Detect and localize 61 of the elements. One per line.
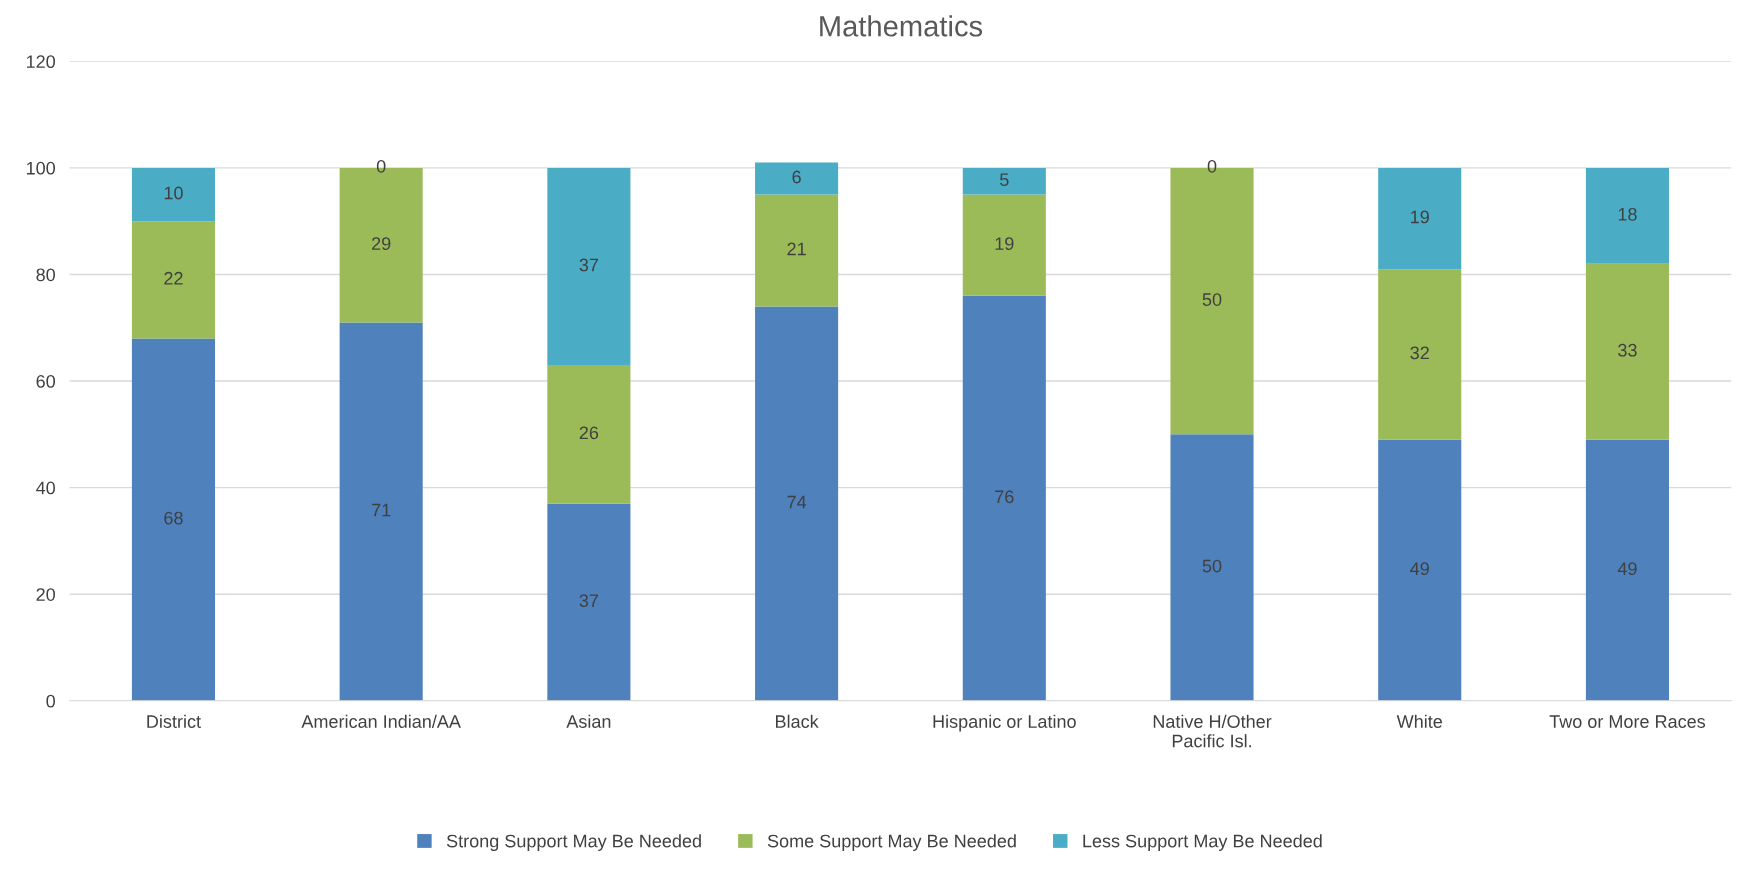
y-tick-label: 20: [36, 588, 56, 601]
bar: [1170, 434, 1254, 701]
y-tick-label: 40: [36, 481, 56, 495]
data-label: 49: [1410, 562, 1429, 576]
chart-title: Mathematics: [820, 15, 983, 37]
y-tick-label: 80: [36, 268, 56, 282]
data-label: 5: [1000, 173, 1009, 187]
data-label: 50: [1202, 559, 1222, 573]
bar: [547, 503, 631, 701]
y-tick-label: 0: [46, 694, 56, 708]
x-tick-label: Two or More Races: [1549, 715, 1706, 728]
bar: [962, 295, 1046, 701]
y-tick-label: 60: [36, 374, 56, 388]
x-tick-label: White: [1396, 714, 1443, 728]
bar: [547, 365, 631, 504]
data-label: 76: [995, 490, 1014, 504]
bar: [1585, 263, 1669, 440]
data-label: 37: [579, 258, 599, 272]
bar: [755, 306, 839, 701]
bar: [131, 338, 215, 701]
data-label: 33: [1618, 343, 1637, 357]
x-tick-label: Black: [776, 714, 819, 728]
bar: [1585, 167, 1669, 264]
data-label: 19: [995, 237, 1014, 251]
bar: [962, 194, 1046, 296]
bar: [1378, 167, 1462, 270]
data-label: 19: [1411, 210, 1429, 224]
x-tick-label: American Indian/AA: [301, 714, 461, 728]
data-label: 10: [164, 186, 183, 200]
data-label: 49: [1617, 562, 1637, 576]
bar: [962, 167, 1046, 195]
x-tick-label: District: [147, 714, 201, 728]
data-label: 71: [372, 503, 391, 517]
bar: [131, 167, 215, 222]
legend-label: Some Support May Be Needed: [767, 834, 1016, 851]
x-tick-label: Hispanic or Latino: [933, 714, 1076, 732]
data-label: 68: [164, 511, 183, 525]
data-label: 21: [787, 242, 806, 256]
legend-label: Less Support May Be Needed: [1083, 834, 1322, 851]
data-label: 74: [787, 495, 807, 509]
data-label: 32: [1410, 346, 1429, 360]
bar: [755, 162, 839, 195]
bar: [339, 322, 423, 701]
bar: [547, 167, 631, 366]
data-label: 6: [792, 170, 801, 184]
data-label: 22: [164, 271, 183, 285]
bar: [1585, 439, 1669, 701]
bar: [1378, 439, 1462, 701]
x-tick-label: Native H/Other Pacific Isl.: [1153, 714, 1272, 748]
data-label: 37: [579, 594, 599, 608]
y-tick-label: 120: [26, 55, 56, 69]
bar: [131, 221, 215, 339]
y-tick-label: 100: [26, 161, 56, 175]
bar: [755, 194, 839, 307]
data-label: 26: [579, 426, 599, 440]
data-label: 29: [372, 237, 391, 251]
data-label: 50: [1202, 293, 1222, 306]
legend-label: Strong Support May Be Needed: [446, 834, 701, 851]
data-label: 18: [1618, 207, 1637, 221]
x-tick-label: Asian: [566, 714, 611, 728]
bar: [1378, 269, 1462, 440]
